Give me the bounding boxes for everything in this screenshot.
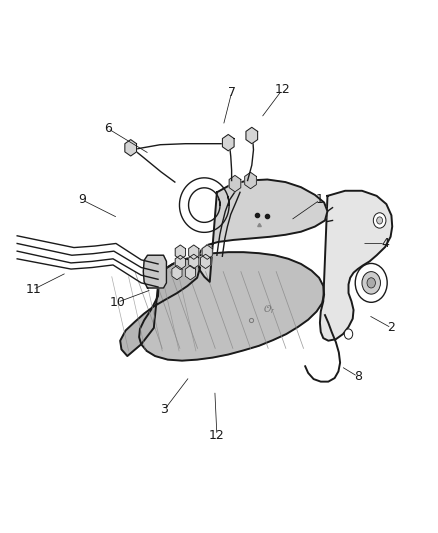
Circle shape <box>373 213 386 228</box>
Polygon shape <box>198 180 328 282</box>
Polygon shape <box>120 259 200 356</box>
Text: 7: 7 <box>228 86 236 99</box>
Circle shape <box>355 263 387 302</box>
Polygon shape <box>175 245 185 260</box>
Circle shape <box>344 329 353 339</box>
Text: $\mathcal{O}_r$: $\mathcal{O}_r$ <box>263 304 276 317</box>
Polygon shape <box>189 254 199 269</box>
Circle shape <box>377 217 382 224</box>
Polygon shape <box>202 245 212 260</box>
Circle shape <box>367 278 375 288</box>
Polygon shape <box>229 175 241 192</box>
Text: 11: 11 <box>25 283 41 296</box>
Polygon shape <box>125 140 137 156</box>
Polygon shape <box>143 255 166 288</box>
Polygon shape <box>172 265 182 280</box>
Polygon shape <box>175 255 185 270</box>
Polygon shape <box>185 265 195 280</box>
Text: 2: 2 <box>388 321 396 334</box>
Circle shape <box>362 272 381 294</box>
Text: 9: 9 <box>78 193 86 206</box>
Polygon shape <box>139 252 324 361</box>
Text: 6: 6 <box>104 122 112 135</box>
Text: 8: 8 <box>354 370 362 383</box>
Text: 12: 12 <box>209 429 225 442</box>
Text: 10: 10 <box>110 296 125 309</box>
Polygon shape <box>201 254 211 269</box>
Polygon shape <box>245 172 256 189</box>
Polygon shape <box>246 127 258 144</box>
Polygon shape <box>320 191 392 341</box>
Text: 3: 3 <box>160 403 168 416</box>
Text: 12: 12 <box>274 84 290 96</box>
Text: 4: 4 <box>381 237 389 250</box>
Text: 1: 1 <box>316 193 324 206</box>
Polygon shape <box>189 245 199 260</box>
Polygon shape <box>223 134 234 151</box>
